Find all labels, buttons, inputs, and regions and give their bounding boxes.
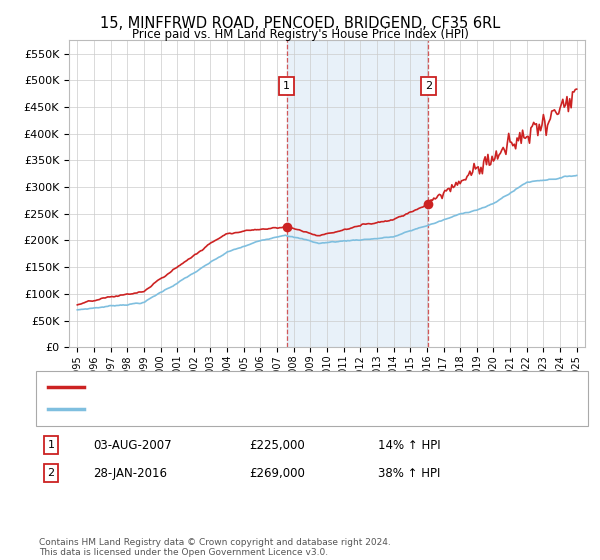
- Bar: [287, 40, 428, 347]
- Text: 1: 1: [283, 81, 290, 91]
- Text: Price paid vs. HM Land Registry's House Price Index (HPI): Price paid vs. HM Land Registry's House …: [131, 28, 469, 41]
- Text: £269,000: £269,000: [249, 466, 305, 480]
- Text: 14% ↑ HPI: 14% ↑ HPI: [378, 438, 440, 452]
- Text: 38% ↑ HPI: 38% ↑ HPI: [378, 466, 440, 480]
- Text: 1: 1: [47, 440, 55, 450]
- Text: 15, MINFFRWD ROAD, PENCOED, BRIDGEND, CF35 6RL: 15, MINFFRWD ROAD, PENCOED, BRIDGEND, CF…: [100, 16, 500, 31]
- Text: 2: 2: [425, 81, 432, 91]
- Text: 15, MINFFRWD ROAD, PENCOED, BRIDGEND, CF35 6RL (detached house): 15, MINFFRWD ROAD, PENCOED, BRIDGEND, CF…: [90, 382, 497, 393]
- Text: HPI: Average price, detached house, Bridgend: HPI: Average price, detached house, Brid…: [90, 404, 347, 414]
- Text: 03-AUG-2007: 03-AUG-2007: [93, 438, 172, 452]
- Text: 2: 2: [47, 468, 55, 478]
- Text: Contains HM Land Registry data © Crown copyright and database right 2024.
This d: Contains HM Land Registry data © Crown c…: [39, 538, 391, 557]
- Text: £225,000: £225,000: [249, 438, 305, 452]
- Text: 28-JAN-2016: 28-JAN-2016: [93, 466, 167, 480]
